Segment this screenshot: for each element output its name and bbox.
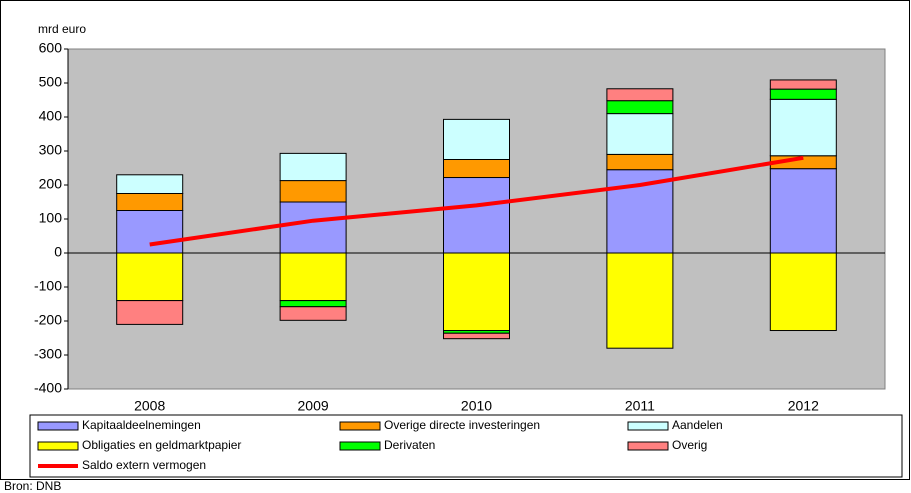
- legend-swatch: [627, 421, 669, 431]
- y-tick-label: -400: [34, 380, 62, 396]
- y-tick-label: 100: [39, 210, 63, 226]
- legend-swatch: [37, 421, 79, 431]
- bar-segment: [606, 153, 674, 171]
- bar-segment: [279, 152, 347, 182]
- source: Bron: DNB: [4, 479, 61, 493]
- bar-segment: [443, 177, 510, 254]
- bar-segment: [606, 113, 674, 155]
- bar-segment: [769, 79, 837, 90]
- bar-segment: [443, 332, 510, 340]
- bar-segment: [769, 98, 837, 157]
- legend-swatch: [37, 441, 79, 451]
- bar-segment: [769, 168, 837, 254]
- bar-segment: [116, 210, 184, 254]
- legend-label: Derivaten: [384, 438, 435, 452]
- bar-segment: [279, 180, 347, 203]
- legend-box: [29, 414, 903, 478]
- legend-label: Kapitaaldeelnemingen: [82, 418, 201, 432]
- bar-segment: [279, 300, 347, 308]
- bar-segment: [116, 252, 184, 302]
- bar-segment: [443, 252, 510, 332]
- y-tick-label: 0: [54, 244, 62, 260]
- bar-segment: [116, 193, 184, 211]
- bar-segment: [769, 88, 837, 100]
- legend-label: Saldo extern vermogen: [82, 458, 206, 472]
- line: [149, 155, 804, 247]
- bar-segment: [769, 252, 837, 332]
- x-tick-label: 2012: [788, 398, 819, 414]
- legend-label: Overig: [672, 438, 707, 452]
- bar-segment: [279, 252, 347, 302]
- bar-segment: [116, 300, 184, 325]
- bar-segment: [116, 174, 184, 195]
- bar-segment: [279, 306, 347, 321]
- legend-label: Overige directe investeringen: [384, 418, 540, 432]
- x-tick-label: 2010: [461, 398, 492, 414]
- bar-segment: [443, 159, 510, 179]
- x-tick-label: 2011: [625, 398, 655, 414]
- y-tick-label: -300: [34, 346, 62, 362]
- bar-segment: [606, 100, 674, 115]
- y-tick-label: 500: [39, 74, 63, 90]
- bar-segment: [443, 118, 510, 160]
- bar-segment: [606, 88, 674, 102]
- y-tick-label: 600: [39, 40, 63, 56]
- bar-segment: [606, 252, 674, 349]
- bar-segment: [279, 201, 347, 254]
- y-tick-label: 300: [39, 142, 63, 158]
- legend-label: Aandelen: [672, 418, 723, 432]
- y-tick-label: -100: [34, 278, 62, 294]
- legend-label: Obligaties en geldmarktpapier: [82, 438, 241, 452]
- legend-swatch: [339, 441, 381, 451]
- y-axis-label: mrd euro: [38, 22, 86, 36]
- legend-swatch: [627, 441, 669, 451]
- x-tick-label: 2009: [298, 398, 329, 414]
- x-tick-label: 2008: [134, 398, 165, 414]
- y-tick-label: -200: [34, 312, 62, 328]
- y-tick-label: 400: [39, 108, 63, 124]
- legend-swatch: [339, 421, 381, 431]
- y-tick-label: 200: [39, 176, 63, 192]
